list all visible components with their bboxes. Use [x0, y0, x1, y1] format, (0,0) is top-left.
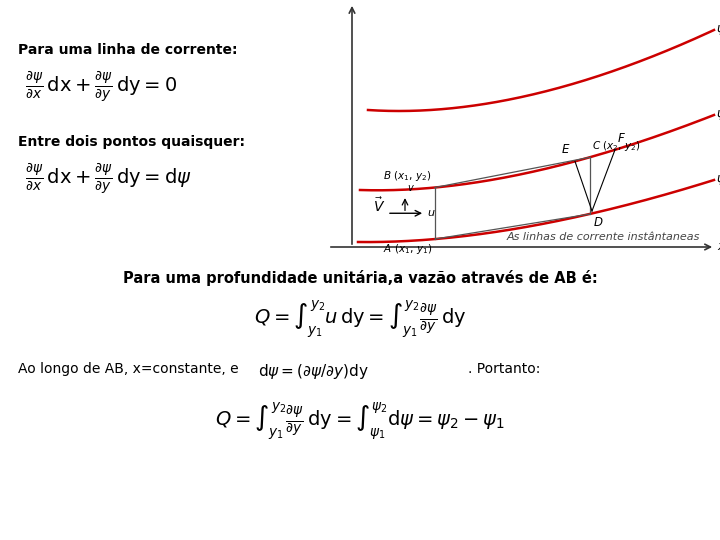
Text: Entre dois pontos quaisquer:: Entre dois pontos quaisquer:	[18, 135, 245, 149]
Text: $x$: $x$	[717, 240, 720, 253]
Text: $Q = \int_{y_1}^{y_2} u\,\mathrm{dy} = \int_{y_1}^{y_2}\frac{\partial\psi}{\part: $Q = \int_{y_1}^{y_2} u\,\mathrm{dy} = \…	[254, 298, 466, 340]
Text: $Q = \int_{y_1}^{y_2}\frac{\partial\psi}{\partial y}\,\mathrm{dy} = \int_{\psi_1: $Q = \int_{y_1}^{y_2}\frac{\partial\psi}…	[215, 400, 505, 442]
Text: Para uma profundidade unitária,a vazão através de AB é:: Para uma profundidade unitária,a vazão a…	[122, 270, 598, 286]
Text: $\psi_1$: $\psi_1$	[716, 173, 720, 187]
Text: . Portanto:: . Portanto:	[468, 362, 541, 376]
Text: $\frac{\partial\psi}{\partial x}\,\mathrm{dx} + \frac{\partial\psi}{\partial y}\: $\frac{\partial\psi}{\partial x}\,\mathr…	[25, 162, 192, 196]
Text: $D$: $D$	[593, 216, 603, 229]
Text: $\vec{V}$: $\vec{V}$	[373, 196, 385, 214]
Text: $B\ (x_1,\,y_2)$: $B\ (x_1,\,y_2)$	[383, 170, 432, 184]
Text: $u$: $u$	[427, 208, 436, 218]
Text: $v$: $v$	[407, 183, 415, 193]
Text: Ao longo de AB, x=constante, e: Ao longo de AB, x=constante, e	[18, 362, 238, 376]
Text: $\frac{\partial\psi}{\partial x}\,\mathrm{dx} + \frac{\partial\psi}{\partial y}\: $\frac{\partial\psi}{\partial x}\,\mathr…	[25, 70, 177, 104]
Text: $E$: $E$	[561, 144, 570, 157]
Text: Para uma linha de corrente:: Para uma linha de corrente:	[18, 43, 238, 57]
Text: $\mathrm{d}\psi = \left(\partial\psi/\partial y\right)\mathrm{dy}$: $\mathrm{d}\psi = \left(\partial\psi/\pa…	[258, 362, 369, 381]
Text: $\psi_2$: $\psi_2$	[716, 108, 720, 122]
Text: As linhas de corrente instântaneas: As linhas de corrente instântaneas	[507, 232, 700, 242]
Text: $F$: $F$	[617, 132, 626, 145]
Text: $A\ (x_1,\,y_1)$: $A\ (x_1,\,y_1)$	[383, 242, 432, 256]
Text: $\psi_3$: $\psi_3$	[716, 23, 720, 37]
Text: $C\ (x_2,\,y_2)$: $C\ (x_2,\,y_2)$	[592, 139, 641, 153]
Text: $y$: $y$	[347, 0, 357, 1]
